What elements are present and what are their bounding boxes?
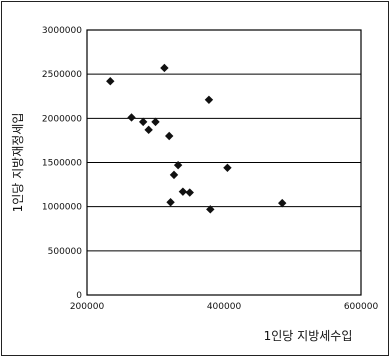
data-points [106, 63, 287, 214]
data-point-4 [144, 125, 153, 135]
data-point-13 [204, 95, 214, 104]
data-point-10 [173, 160, 183, 170]
data-point-9 [169, 170, 179, 180]
data-point-11 [178, 187, 188, 196]
data-point-3 [138, 117, 148, 127]
y-axis-ticks: 0 500000 1000000 1500000 2000000 2500000 30000… [42, 26, 82, 301]
x-tick-label: 400000 [207, 302, 242, 312]
y-tick-label: 500000 [48, 247, 83, 257]
x-tick-label: 200000 [70, 302, 105, 312]
y-tick-label: 2500000 [42, 70, 82, 80]
x-axis-ticks: 200000 400000 600000 [70, 302, 379, 312]
y-tick-label: 1500000 [42, 159, 82, 169]
y-axis-title: 1인당 지방재정세입 [11, 113, 25, 213]
y-tick-label: 2000000 [42, 114, 82, 124]
x-tick-label: 600000 [344, 302, 379, 312]
plot-area [86, 29, 362, 296]
data-point-14 [206, 205, 215, 214]
data-point-8 [166, 198, 175, 207]
data-point-7 [165, 131, 174, 141]
data-point-5 [151, 117, 160, 127]
data-point-15 [223, 163, 232, 172]
data-point-12 [185, 188, 194, 197]
y-tick-label: 0 [76, 291, 82, 301]
data-point-6 [160, 63, 169, 73]
y-tick-label: 1000000 [42, 203, 82, 213]
data-point-1 [106, 77, 115, 86]
x-axis-title: 1인당 지방세수입 [264, 329, 353, 343]
data-point-16 [278, 198, 287, 208]
y-tick-label: 3000000 [42, 26, 82, 36]
gridlines [87, 73, 361, 252]
data-point-2 [127, 113, 136, 122]
